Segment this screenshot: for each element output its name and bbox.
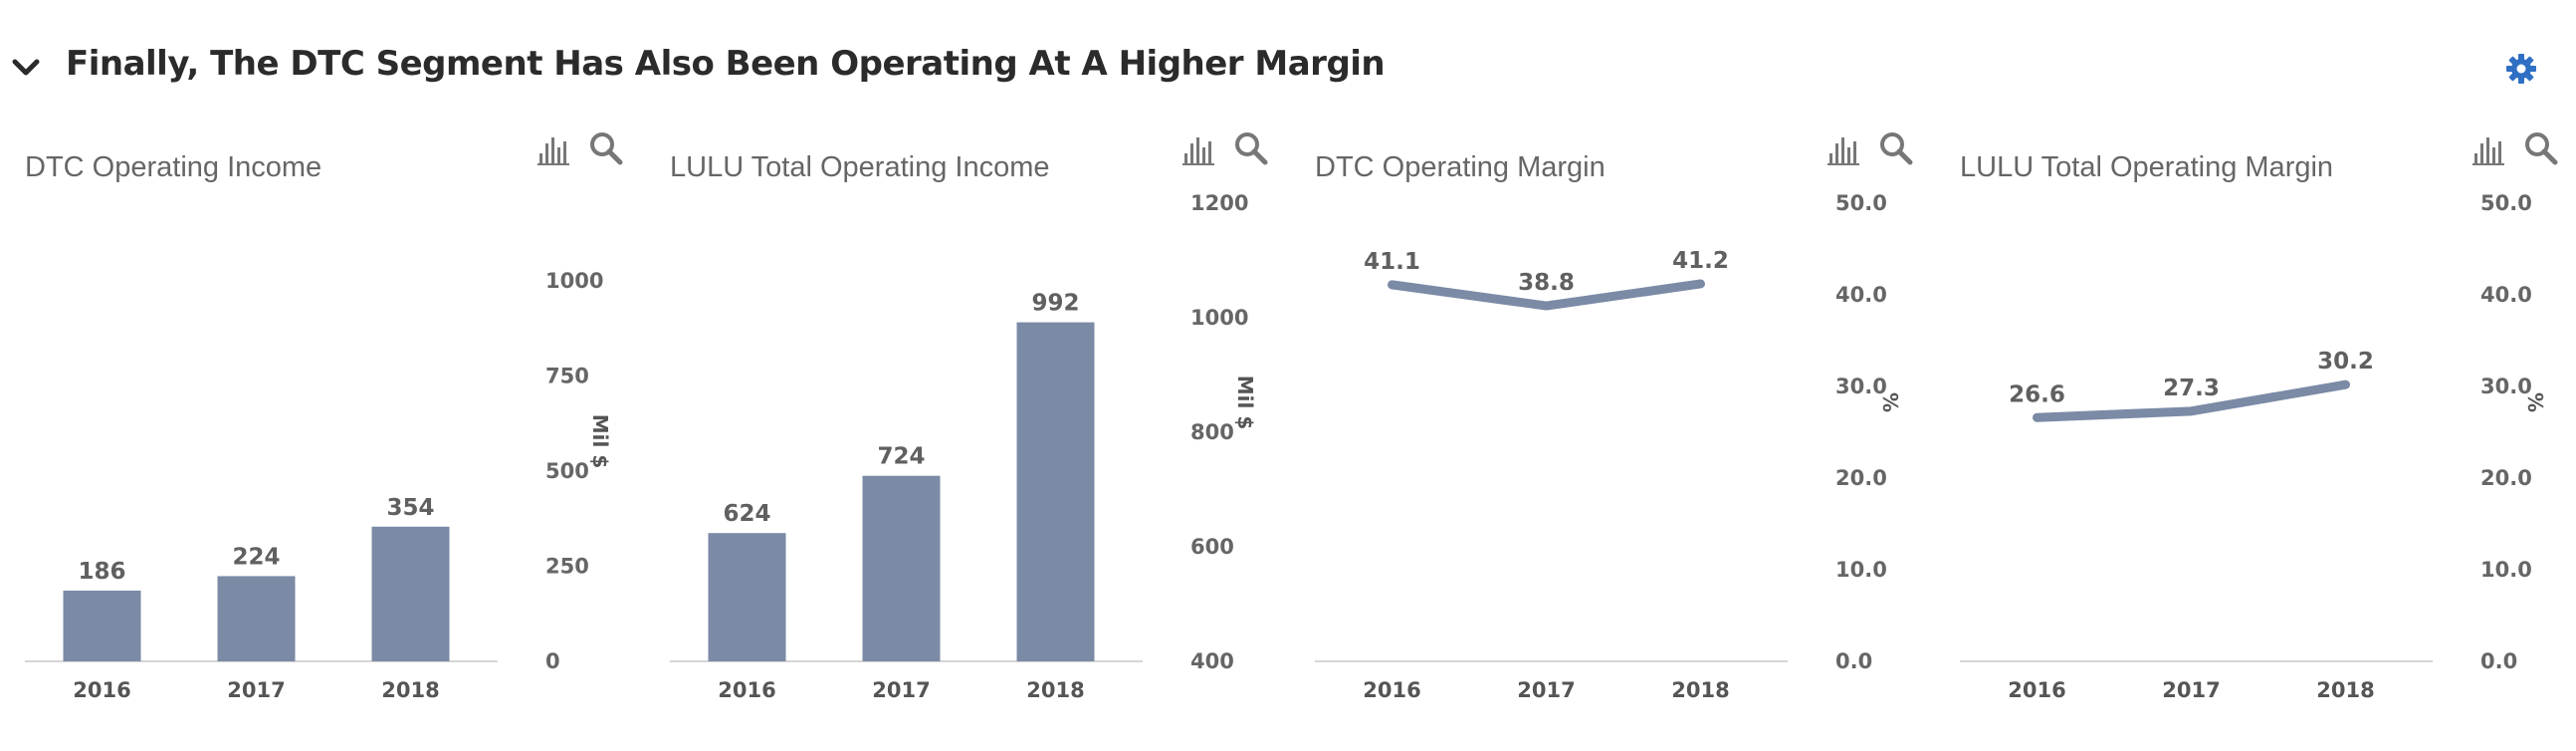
data-label: 26.6 <box>2009 381 2065 407</box>
chart-panel-dtc-operating-income: DTC Operating Income 0 250 500 750 1000 Mil $… <box>0 120 645 717</box>
search-icon[interactable] <box>1232 129 1270 167</box>
y-tick-label: 0 <box>545 649 560 673</box>
x-tick-label: 2016 <box>2008 678 2065 702</box>
y-tick-label: 20.0 <box>1835 466 1887 490</box>
x-tick-label: 2017 <box>2162 678 2220 702</box>
x-tick-label: 2016 <box>1363 678 1420 702</box>
data-label: 224 <box>232 544 280 570</box>
data-label: 624 <box>723 501 770 527</box>
bar[interactable] <box>708 533 786 661</box>
bar-chart-icon[interactable] <box>2470 129 2508 167</box>
chart-plot: 400 600 800 1000 1200 Mil $ 2016 2017 2018 624 724… <box>670 191 1257 702</box>
y-tick-label: 800 <box>1190 420 1234 444</box>
y-tick-label: 500 <box>545 459 589 483</box>
search-icon[interactable] <box>2522 129 2560 167</box>
chart-panel-dtc-operating-margin: DTC Operating Margin 0.0 10.0 20.0 30.0 40.0… <box>1290 120 1935 717</box>
y-tick-label: 20.0 <box>2480 466 2532 490</box>
chart-panel-lulu-total-operating-income: LULU Total Operating Income 400 600 800 100… <box>645 120 1290 717</box>
section-title: Finally, The DTC Segment Has Also Been O… <box>66 44 1386 84</box>
x-tick-label: 2017 <box>872 678 930 702</box>
bar[interactable] <box>1016 322 1095 661</box>
y-tick-label: 40.0 <box>1835 283 1887 307</box>
chart-plot: 0 250 500 750 1000 Mil $ 2016 2017 2018 186 224 354 <box>25 269 612 702</box>
y-tick-label: 750 <box>545 365 589 388</box>
chart-plot: 0.0 10.0 20.0 30.0 40.0 50.0% 2016 2017 2018 26.6… <box>1960 191 2547 702</box>
y-tick-label: 30.0 <box>2480 375 2532 398</box>
y-tick-label: 40.0 <box>2480 283 2532 307</box>
y-axis-unit-label: % <box>1878 392 1902 412</box>
x-tick-label: 2017 <box>227 678 285 702</box>
data-point[interactable] <box>2341 380 2350 389</box>
y-tick-label: 10.0 <box>2480 558 2532 582</box>
x-tick-label: 2017 <box>1517 678 1575 702</box>
y-tick-label: 1000 <box>545 269 603 293</box>
y-tick-label: 1000 <box>1190 306 1248 330</box>
gear-icon[interactable] <box>2504 52 2538 86</box>
y-tick-label: 0.0 <box>2480 649 2517 673</box>
data-point[interactable] <box>1388 280 1396 289</box>
y-tick-label: 50.0 <box>2480 191 2532 215</box>
x-tick-label: 2018 <box>2316 678 2374 702</box>
y-axis-unit-label: Mil $ <box>1233 376 1257 430</box>
y-tick-label: 50.0 <box>1835 191 1887 215</box>
data-label: 27.3 <box>2163 376 2220 401</box>
y-tick-label: 250 <box>545 555 589 579</box>
data-label: 38.8 <box>1518 270 1575 296</box>
y-tick-label: 0.0 <box>1835 649 1872 673</box>
chart-plot: 0.0 10.0 20.0 30.0 40.0 50.0% 2016 2017 2018 41.1… <box>1315 191 1902 702</box>
x-tick-label: 2018 <box>1671 678 1729 702</box>
data-label: 354 <box>386 495 434 521</box>
chart-title: DTC Operating Income <box>25 151 322 183</box>
x-tick-label: 2018 <box>1026 678 1084 702</box>
chart-panel-lulu-total-operating-margin: LULU Total Operating Margin 0.0 10.0 20.0 3… <box>1935 120 2576 717</box>
data-label: 41.1 <box>1364 249 1420 275</box>
y-tick-label: 400 <box>1190 649 1234 673</box>
chart-title: LULU Total Operating Margin <box>1960 151 2334 183</box>
data-point[interactable] <box>1696 279 1705 288</box>
search-icon[interactable] <box>1877 129 1915 167</box>
x-tick-label: 2016 <box>718 678 775 702</box>
section-header: Finally, The DTC Segment Has Also Been O… <box>0 0 2576 139</box>
x-tick-label: 2016 <box>73 678 130 702</box>
data-label: 41.2 <box>1672 248 1729 274</box>
y-axis-unit-label: % <box>2523 392 2547 412</box>
bar-chart-icon[interactable] <box>1181 129 1218 167</box>
bar-chart-icon[interactable] <box>536 129 573 167</box>
y-tick-label: 10.0 <box>1835 558 1887 582</box>
chevron-down-icon[interactable] <box>10 52 42 84</box>
bar[interactable] <box>862 475 941 661</box>
y-tick-label: 1200 <box>1190 191 1248 215</box>
chart-title: DTC Operating Margin <box>1315 151 1606 183</box>
data-label: 724 <box>877 444 925 470</box>
data-point[interactable] <box>2033 413 2041 422</box>
data-label: 30.2 <box>2317 349 2374 375</box>
data-point[interactable] <box>2187 406 2196 415</box>
y-tick-label: 30.0 <box>1835 375 1887 398</box>
x-tick-label: 2018 <box>381 678 439 702</box>
chart-title: LULU Total Operating Income <box>670 151 1050 183</box>
y-tick-label: 600 <box>1190 535 1234 559</box>
search-icon[interactable] <box>587 129 625 167</box>
data-point[interactable] <box>1542 302 1551 311</box>
bar-chart-icon[interactable] <box>1825 129 1863 167</box>
y-axis-unit-label: Mil $ <box>588 414 612 469</box>
bar[interactable] <box>371 526 450 661</box>
bar[interactable] <box>217 576 296 661</box>
data-label: 186 <box>78 559 125 585</box>
bar[interactable] <box>63 590 141 661</box>
data-label: 992 <box>1031 291 1079 317</box>
